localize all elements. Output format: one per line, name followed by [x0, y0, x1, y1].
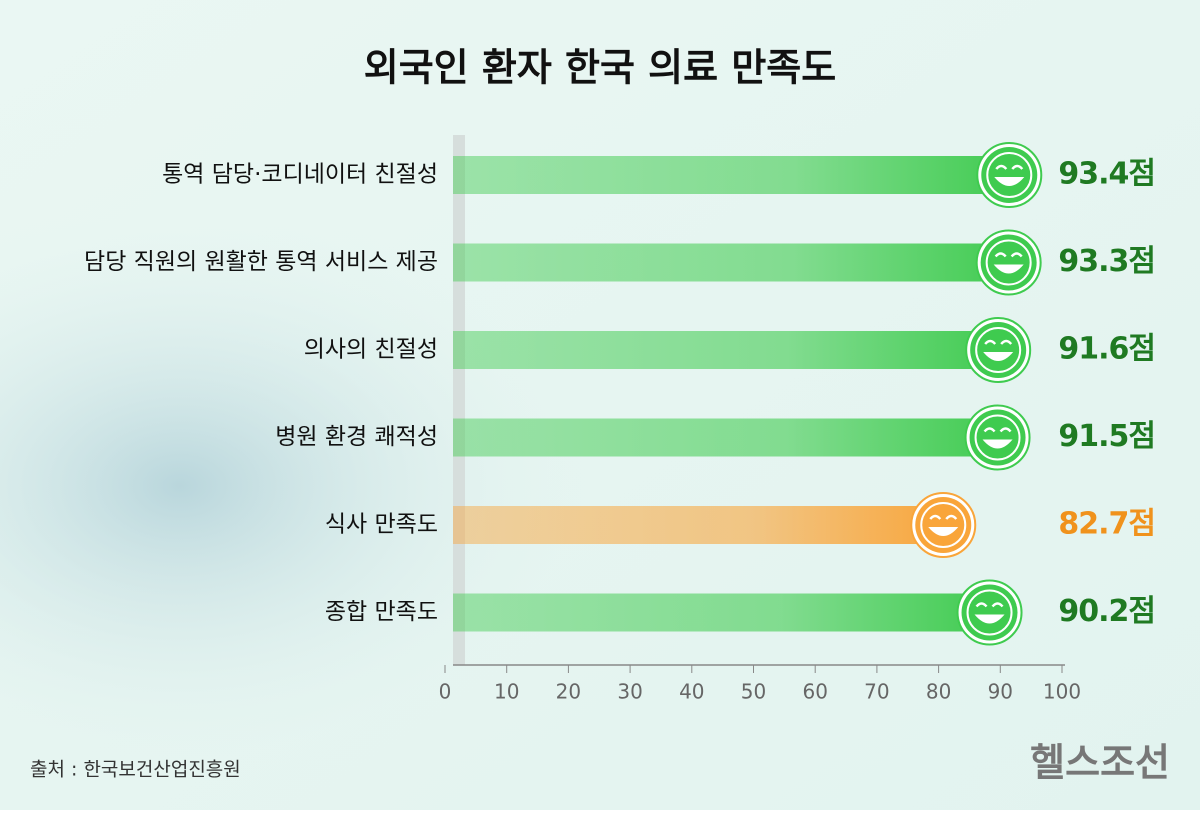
smiley-mouth: [993, 264, 1024, 274]
y-tick-label: 병원 환경 쾌적성: [275, 424, 438, 450]
chart-title: 외국인 환자 한국 의료 만족도: [364, 46, 836, 90]
x-tick-label: 20: [556, 680, 581, 704]
bar: [453, 156, 1022, 194]
x-tick-label: 0: [439, 680, 452, 704]
smiley-eyes: [994, 252, 1023, 258]
smiley: [965, 317, 1032, 383]
smiley-inner: [986, 152, 1033, 198]
smiley-face: [961, 584, 1018, 641]
bar: [453, 243, 1021, 282]
y-tick-label: 담당 직원의 원활한 통역 서비스 제공: [84, 249, 438, 275]
smiley-mouth: [994, 177, 1025, 186]
x-tick-label: 100: [1043, 680, 1081, 704]
smiley-face: [981, 147, 1038, 203]
smiley: [910, 492, 977, 558]
x-tick-label: 70: [864, 680, 889, 704]
brand: 헬스조선: [1030, 741, 1170, 785]
smiley: [976, 142, 1043, 208]
source: 출처 : 한국보건산업진흥원: [30, 759, 241, 781]
smiley-eyes: [975, 602, 1004, 608]
smiley-face: [970, 322, 1027, 378]
x-tick-label: 30: [617, 680, 642, 704]
bar: [453, 418, 1010, 457]
smiley-eyes: [984, 339, 1013, 345]
x-tick-label: 80: [926, 680, 951, 704]
smiley-inner: [920, 502, 967, 548]
x-tick-label: 40: [679, 680, 704, 704]
smiley-inner: [985, 239, 1032, 286]
smiley-face: [915, 497, 972, 553]
smiley-eyes: [929, 514, 958, 520]
bar: [453, 506, 956, 544]
x-tick-label: 50: [741, 680, 766, 704]
smiley-mouth: [982, 439, 1013, 449]
y-tick-label: 의사의 친절성: [304, 337, 438, 363]
smiley: [956, 579, 1023, 646]
smiley: [975, 229, 1042, 296]
axis-strip: [453, 135, 465, 665]
x-tick-label: 90: [988, 680, 1013, 704]
value-label: 91.5점: [1058, 419, 1155, 454]
value-label: 82.7점: [1058, 507, 1155, 542]
smiley-mouth: [983, 352, 1014, 361]
smiley-face: [980, 234, 1037, 291]
value-label: 90.2점: [1058, 594, 1155, 629]
bar: [453, 331, 1011, 369]
value-label: 93.3점: [1058, 244, 1155, 279]
smiley-inner: [966, 589, 1013, 636]
smiley-inner: [974, 414, 1021, 461]
smiley-face: [969, 409, 1026, 466]
y-tick-label: 식사 만족도: [325, 512, 438, 538]
smiley-mouth: [928, 527, 959, 536]
smiley-mouth: [974, 614, 1005, 624]
smiley-eyes: [995, 164, 1024, 170]
y-tick-label: 통역 담당·코디네이터 친절성: [162, 162, 438, 188]
x-tick-label: 60: [802, 680, 827, 704]
x-tick-label: 10: [494, 680, 519, 704]
bar: [453, 593, 1002, 632]
y-tick-label: 종합 만족도: [325, 599, 438, 625]
smiley: [964, 404, 1031, 471]
value-label: 91.6점: [1058, 332, 1155, 367]
smiley-eyes: [983, 427, 1012, 433]
smiley-inner: [975, 327, 1022, 373]
value-label: 93.4점: [1058, 157, 1155, 192]
